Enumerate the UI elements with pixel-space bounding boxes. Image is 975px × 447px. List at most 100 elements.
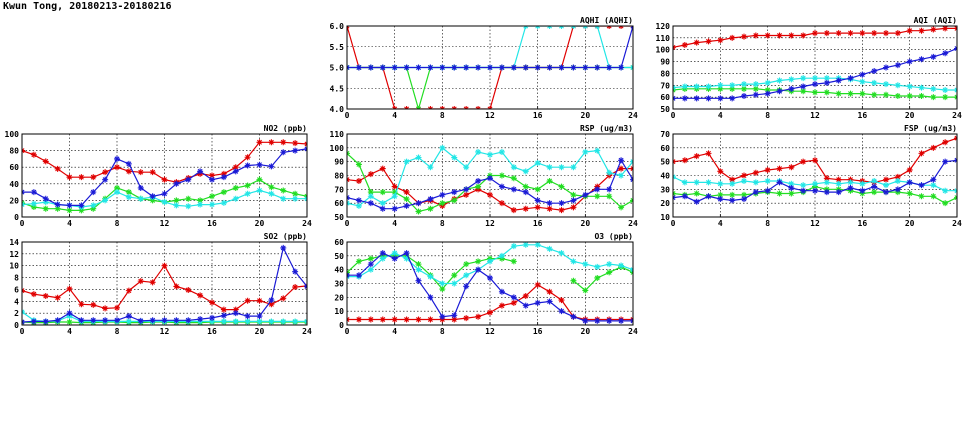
- data-point: [883, 81, 889, 88]
- data-point: [197, 292, 204, 299]
- data-point: [930, 53, 937, 60]
- x-tick-label: 8: [440, 327, 445, 336]
- data-point: [558, 308, 565, 315]
- data-point: [403, 202, 410, 209]
- data-point: [764, 166, 771, 173]
- data-point: [66, 174, 73, 181]
- data-point: [823, 89, 830, 96]
- data-point: [823, 79, 830, 86]
- data-point: [618, 204, 625, 211]
- data-point: [812, 81, 818, 88]
- data-point: [894, 173, 901, 180]
- data-point: [534, 299, 541, 306]
- data-point: [427, 316, 434, 323]
- data-point: [681, 83, 688, 90]
- data-point: [498, 302, 505, 309]
- data-point: [534, 186, 541, 193]
- x-tick-label: 16: [533, 111, 543, 120]
- chart-title: AQI (AQI): [914, 16, 957, 25]
- data-point: [752, 81, 759, 88]
- data-point: [741, 85, 747, 92]
- y-tick-label: 4: [14, 297, 19, 306]
- data-point: [475, 64, 482, 71]
- data-point: [570, 64, 577, 71]
- x-tick-label: 8: [115, 327, 120, 336]
- plot-frame: [346, 133, 634, 218]
- data-point: [355, 272, 362, 279]
- data-point: [942, 26, 949, 32]
- y-tick-label: 80: [660, 69, 670, 78]
- data-point: [788, 32, 795, 39]
- chart-title: SO2 (ppb): [264, 232, 307, 241]
- data-point: [42, 318, 49, 325]
- data-point: [800, 88, 807, 95]
- data-point: [835, 189, 842, 196]
- data-point: [66, 285, 73, 292]
- data-point: [930, 176, 937, 183]
- data-point: [705, 95, 712, 102]
- data-point: [102, 176, 109, 183]
- data-point: [681, 179, 688, 186]
- data-point: [717, 191, 724, 198]
- y-tick-label: 5.0: [330, 64, 345, 73]
- data-point: [776, 179, 783, 186]
- data-point: [30, 151, 37, 158]
- data-point: [391, 189, 398, 196]
- data-point: [463, 272, 470, 279]
- data-point: [66, 207, 73, 214]
- data-point: [30, 291, 37, 298]
- x-tick-label: 24: [628, 219, 638, 228]
- data-point: [292, 147, 299, 154]
- x-tick-label: 0: [345, 111, 350, 120]
- data-point: [367, 189, 374, 196]
- data-point: [522, 302, 529, 309]
- data-point: [546, 205, 553, 212]
- data-point: [256, 161, 263, 168]
- data-point: [439, 200, 446, 207]
- data-point: [859, 71, 866, 78]
- data-point: [776, 165, 783, 172]
- data-point: [823, 175, 830, 182]
- data-point: [871, 79, 878, 86]
- data-point: [487, 151, 493, 158]
- data-point: [268, 297, 275, 304]
- data-point: [570, 164, 577, 171]
- data-point: [558, 297, 565, 304]
- x-tick-label: 24: [952, 219, 962, 228]
- x-tick-label: 16: [533, 219, 543, 228]
- data-point: [487, 274, 493, 281]
- data-point: [379, 189, 386, 196]
- data-point: [582, 64, 589, 71]
- chart-title: AQHI (AQHI): [580, 16, 633, 25]
- data-point: [415, 208, 422, 215]
- data-point: [942, 139, 949, 146]
- data-point: [729, 191, 736, 198]
- data-point: [752, 179, 759, 186]
- data-point: [522, 292, 529, 299]
- data-point: [149, 197, 156, 204]
- y-tick-label: 50: [334, 213, 344, 222]
- x-tick-label: 24: [952, 111, 962, 120]
- data-point: [244, 313, 251, 320]
- y-tick-label: 60: [9, 163, 19, 172]
- data-point: [741, 178, 747, 185]
- data-point: [558, 64, 565, 71]
- data-point: [871, 183, 878, 190]
- series-group: [347, 242, 633, 324]
- data-point: [379, 316, 386, 323]
- y-tick-label: 110: [656, 34, 671, 43]
- data-point: [78, 202, 85, 209]
- data-point: [906, 58, 913, 65]
- data-point: [427, 196, 434, 203]
- data-point: [78, 174, 85, 181]
- x-tick-label: 16: [207, 327, 217, 336]
- data-point: [173, 180, 180, 187]
- y-tick-label: 60: [660, 93, 670, 102]
- y-tick-label: 100: [656, 46, 671, 55]
- data-point: [66, 319, 73, 325]
- data-point: [883, 182, 889, 189]
- data-point: [812, 187, 818, 194]
- data-point: [594, 147, 601, 154]
- chart-title: FSP (ug/m3): [904, 124, 957, 133]
